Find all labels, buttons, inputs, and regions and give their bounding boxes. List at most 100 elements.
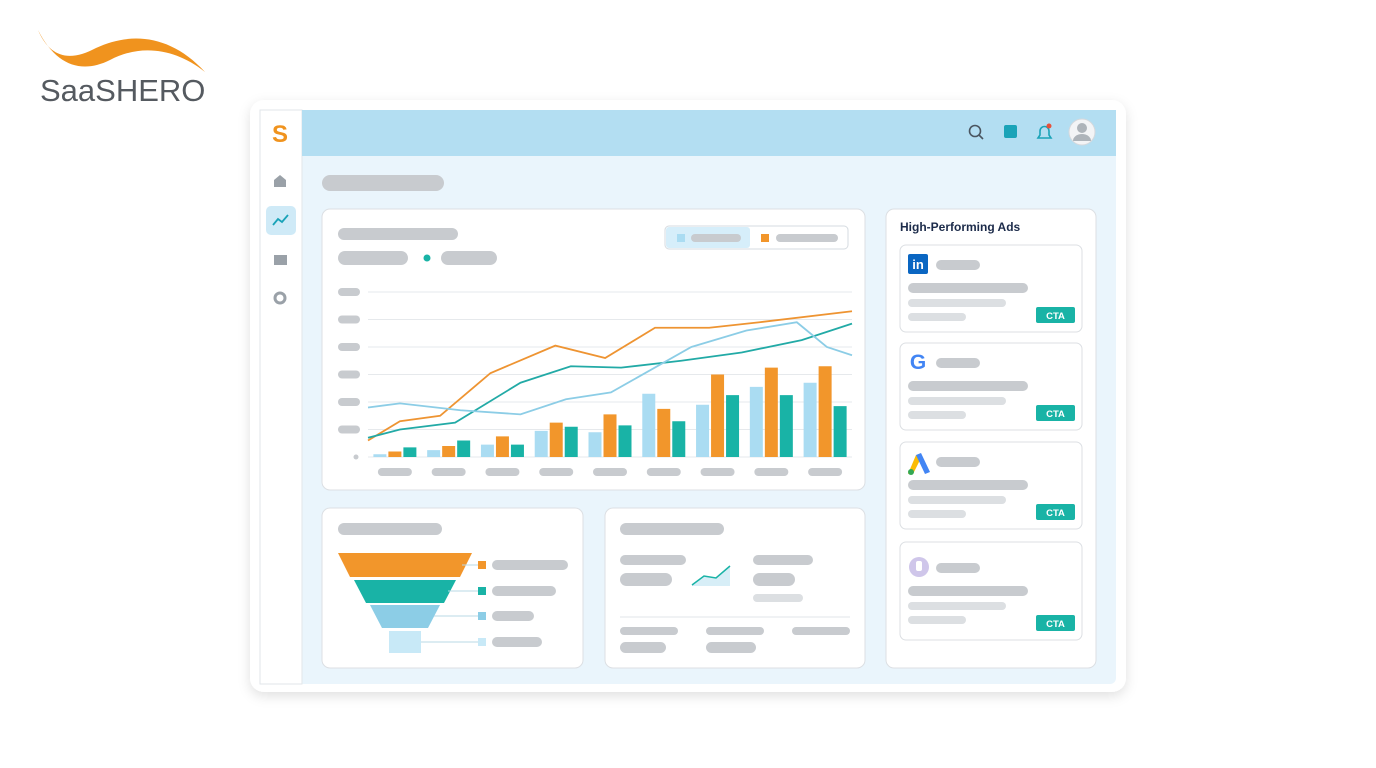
y-tick-placeholder: [353, 454, 359, 460]
placeholder: [338, 523, 442, 535]
y-tick-placeholder: [338, 425, 360, 434]
cta-button[interactable]: [1036, 504, 1075, 520]
placeholder: [936, 260, 980, 270]
placeholder: [936, 563, 980, 573]
x-tick-placeholder: [754, 468, 789, 476]
bar: [764, 367, 778, 457]
app-logo-icon: S: [272, 121, 288, 148]
funnel-stage: [389, 631, 421, 653]
placeholder: [936, 457, 980, 467]
logo-swoosh: [38, 30, 205, 72]
linkedin-icon-text: in: [912, 257, 924, 272]
bell-icon[interactable]: [1036, 125, 1053, 139]
top-bar: [302, 110, 1116, 156]
nav-folder[interactable]: [274, 255, 287, 265]
bar: [657, 408, 671, 457]
ad-list: in CTA G CTA CTA CTA: [899, 244, 1083, 641]
funnel-stage: [370, 605, 440, 628]
bar: [549, 422, 563, 457]
status-dot: [423, 254, 431, 262]
y-tick-placeholder: [338, 288, 360, 296]
search-icon[interactable]: [968, 124, 982, 138]
bar: [726, 395, 740, 457]
x-tick-placeholder: [431, 468, 466, 476]
x-tick-placeholder: [485, 468, 520, 476]
placeholder: [908, 616, 966, 624]
placeholder: [908, 397, 1006, 405]
cta-label[interactable]: CTA: [1046, 619, 1065, 630]
placeholder: [908, 586, 1028, 596]
ads-panel-title: High-Performing Ads: [900, 220, 1021, 234]
ad-icon: [916, 561, 922, 571]
bar: [642, 393, 656, 457]
placeholder: [908, 381, 1028, 391]
bar: [442, 446, 456, 457]
y-tick-placeholder: [338, 398, 360, 406]
placeholder: [338, 251, 408, 265]
bar: [534, 430, 548, 457]
page-title-placeholder: [322, 175, 444, 191]
bar: [711, 374, 725, 457]
bar: [696, 404, 710, 457]
sparkline-area: [692, 566, 730, 586]
nav-home[interactable]: [274, 175, 286, 187]
y-tick-placeholder: [338, 315, 360, 324]
cta-label[interactable]: CTA: [1046, 311, 1065, 322]
chart: [338, 288, 853, 476]
placeholder: [908, 480, 1028, 490]
placeholder: [908, 299, 1006, 307]
bar: [588, 432, 602, 457]
x-tick-placeholder: [808, 468, 843, 476]
cta-label[interactable]: CTA: [1046, 409, 1065, 420]
nav-settings[interactable]: [273, 291, 287, 305]
bar: [603, 414, 617, 457]
x-tick-placeholder: [646, 468, 681, 476]
funnel-stage: [354, 580, 456, 603]
reports-icon[interactable]: [1004, 125, 1017, 138]
placeholder: [908, 411, 966, 419]
bar: [803, 382, 817, 457]
sparkline: [691, 565, 731, 586]
bar: [457, 440, 471, 457]
placeholder: [908, 283, 1028, 293]
bar: [403, 447, 417, 457]
line-series: [367, 322, 853, 439]
bar: [818, 366, 832, 457]
placeholder: [908, 510, 966, 518]
y-tick-placeholder: [338, 343, 360, 351]
bar: [618, 425, 632, 457]
google-ads-icon: [916, 453, 930, 474]
bar: [564, 426, 578, 457]
bar: [833, 406, 847, 457]
cta-label[interactable]: CTA: [1046, 508, 1065, 519]
funnel-stage: [338, 553, 472, 577]
bar: [672, 421, 686, 457]
line-series: [367, 310, 853, 442]
bar: [388, 451, 402, 457]
bar: [495, 436, 509, 457]
cta-button[interactable]: [1036, 307, 1075, 323]
placeholder: [441, 251, 497, 265]
sidebar: [259, 109, 303, 685]
bar: [373, 454, 387, 457]
linkedin-icon: [908, 254, 928, 274]
placeholder: [908, 602, 1006, 610]
x-tick-placeholder: [593, 468, 627, 476]
cta-button[interactable]: [1036, 615, 1075, 631]
placeholder: [908, 313, 966, 321]
nav-analytics-icon: [272, 214, 289, 226]
placeholder: [338, 228, 458, 240]
placeholder: [936, 358, 980, 368]
placeholder: [908, 496, 1006, 504]
cta-button[interactable]: [1036, 405, 1075, 421]
bar: [779, 395, 793, 457]
google-icon: G: [910, 351, 926, 374]
bar: [427, 450, 441, 457]
line-series: [367, 321, 853, 416]
bar: [480, 444, 494, 457]
google-ads-icon: [908, 469, 914, 475]
x-tick-placeholder: [700, 468, 735, 476]
placeholder: [620, 523, 724, 535]
